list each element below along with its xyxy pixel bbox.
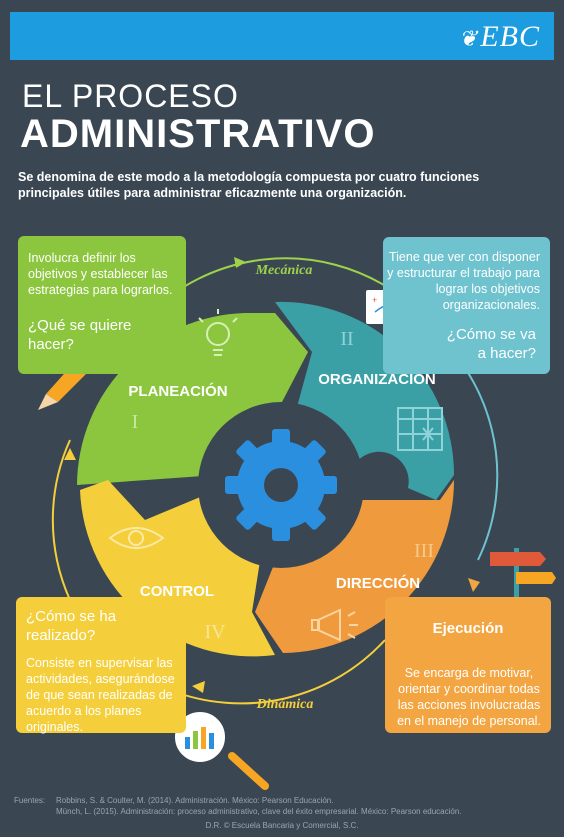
source-ref-2: Münch, L. (2015). Administración: proces… xyxy=(56,807,462,816)
organizacion-description: Tiene que ver con disponer y estructurar… xyxy=(387,250,540,312)
svg-text:+: + xyxy=(372,295,377,305)
numeral-i: I xyxy=(132,411,139,433)
source-ref-1: Robbins, S. & Coulter, M. (2014). Admini… xyxy=(56,796,334,805)
numeral-iii: III xyxy=(414,540,434,562)
label-control: CONTROL xyxy=(140,583,214,600)
direccion-box: Ejecución Se encarga de motivar, orienta… xyxy=(385,597,551,733)
segment-planeacion[interactable] xyxy=(77,313,308,485)
control-question: ¿Cómo se ha realizado? xyxy=(26,608,117,644)
title-line-2: ADMINISTRATIVO xyxy=(20,112,376,156)
label-organizacion: ORGANIZACIÓN xyxy=(318,370,436,388)
arrow-head-top xyxy=(234,257,246,268)
copyright: D.R. © Escuela Bancaria y Comercial, S.C… xyxy=(205,821,359,830)
intro-text: Se denomina de este modo a la metodologí… xyxy=(18,170,480,200)
megaphone-icon xyxy=(311,608,358,642)
label-direccion: DIRECCIÓN xyxy=(336,574,420,592)
title-line-1: EL PROCESO xyxy=(22,78,239,114)
eye-icon xyxy=(108,527,165,549)
control-box: ¿Cómo se ha realizado? Consiste en super… xyxy=(16,597,186,734)
control-description: Consiste en supervisar las actividades, … xyxy=(26,656,175,734)
calendar-icon xyxy=(397,407,443,451)
planeacion-description: Involucra definir los objetivos y establ… xyxy=(28,251,173,297)
magnifier-chart-icon xyxy=(171,708,269,790)
arrow-head-right xyxy=(468,578,480,592)
direccion-description: Se encarga de motivar, orientar y coordi… xyxy=(397,666,541,728)
gear-icon xyxy=(225,429,337,541)
lightbulb-icon xyxy=(198,309,238,356)
sources-label: Fuentes: xyxy=(14,796,46,805)
ring-arc-bottom xyxy=(169,639,386,705)
header-bar: ❦EBC xyxy=(10,12,554,60)
label-mecanica: Mecánica xyxy=(255,263,313,278)
leaf-icon: ❦ xyxy=(458,26,479,51)
numeral-iv: IV xyxy=(204,621,226,643)
organizacion-question: ¿Cómo se va a hacer? xyxy=(446,326,536,362)
direccion-heading: Ejecución xyxy=(432,620,504,637)
ebc-logo[interactable]: ❦EBC xyxy=(458,20,540,53)
segment-direccion[interactable] xyxy=(255,480,454,653)
arrow-head-bottom xyxy=(192,681,205,693)
organizacion-box: Tiene que ver con disponer y estructurar… xyxy=(383,237,550,374)
label-dinamica: Dinámica xyxy=(256,697,314,712)
planeacion-question: ¿Qué se quiere hacer? xyxy=(28,317,132,353)
label-planeacion: PLANEACIÓN xyxy=(128,382,227,400)
signpost-icon xyxy=(490,548,556,608)
sources-refs: Robbins, S. & Coulter, M. (2014). Admini… xyxy=(56,795,462,817)
numeral-ii: II xyxy=(340,328,353,350)
planeacion-box: Involucra definir los objetivos y establ… xyxy=(18,236,186,374)
arrow-head-left xyxy=(64,448,76,460)
ring-arc-left xyxy=(51,439,71,601)
